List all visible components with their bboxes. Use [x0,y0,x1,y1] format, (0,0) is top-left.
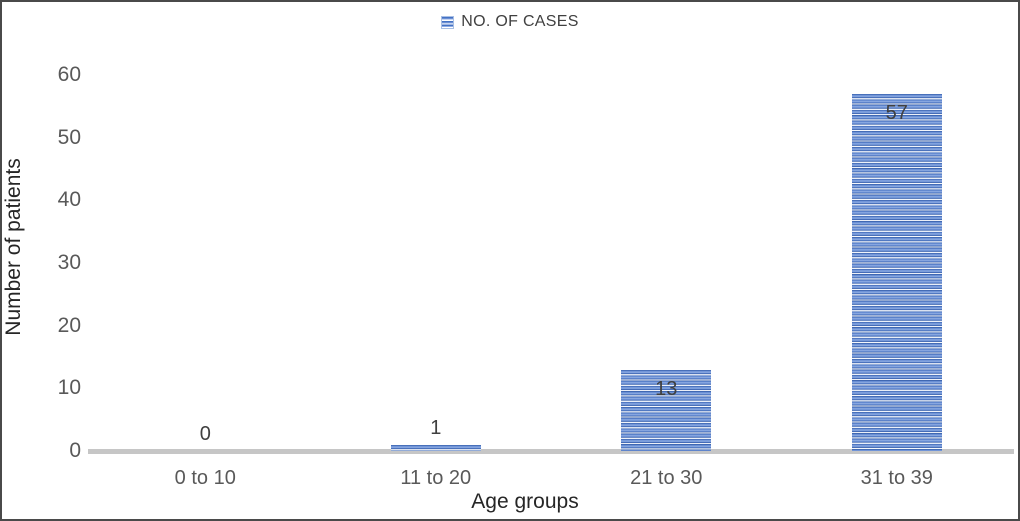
y-tick-label: 10 [57,376,81,400]
chart-legend: NO. OF CASES [2,13,1018,31]
x-tick-label: 11 to 20 [400,467,472,489]
y-tick-label: 0 [69,439,81,462]
bar-value-label: 57 [885,101,908,124]
bar-value-label: 0 [199,423,211,445]
y-tick-label: 30 [57,251,81,274]
bar-value-label: 1 [430,416,442,439]
y-tick-label: 60 [57,63,81,86]
y-tick-label: 50 [57,125,81,149]
bar-21-to-30 [621,369,712,451]
legend-label: NO. OF CASES [461,13,579,30]
x-tick-label: 31 to 39 [860,467,933,489]
x-tick-label: 0 to 10 [174,467,236,489]
x-axis-title: Age groups [471,490,579,513]
bar-11-to-20 [390,444,481,451]
x-tick-label: 21 to 30 [630,467,703,489]
y-tick-label: 40 [57,188,81,212]
y-tick-label: 20 [57,313,81,337]
x-axis-line [88,449,1014,454]
legend-striped-swatch-icon [441,15,455,29]
y-axis-title: Number of patients [2,158,25,336]
bar-value-label: 13 [655,377,678,400]
bar-31-to-39 [851,93,942,451]
